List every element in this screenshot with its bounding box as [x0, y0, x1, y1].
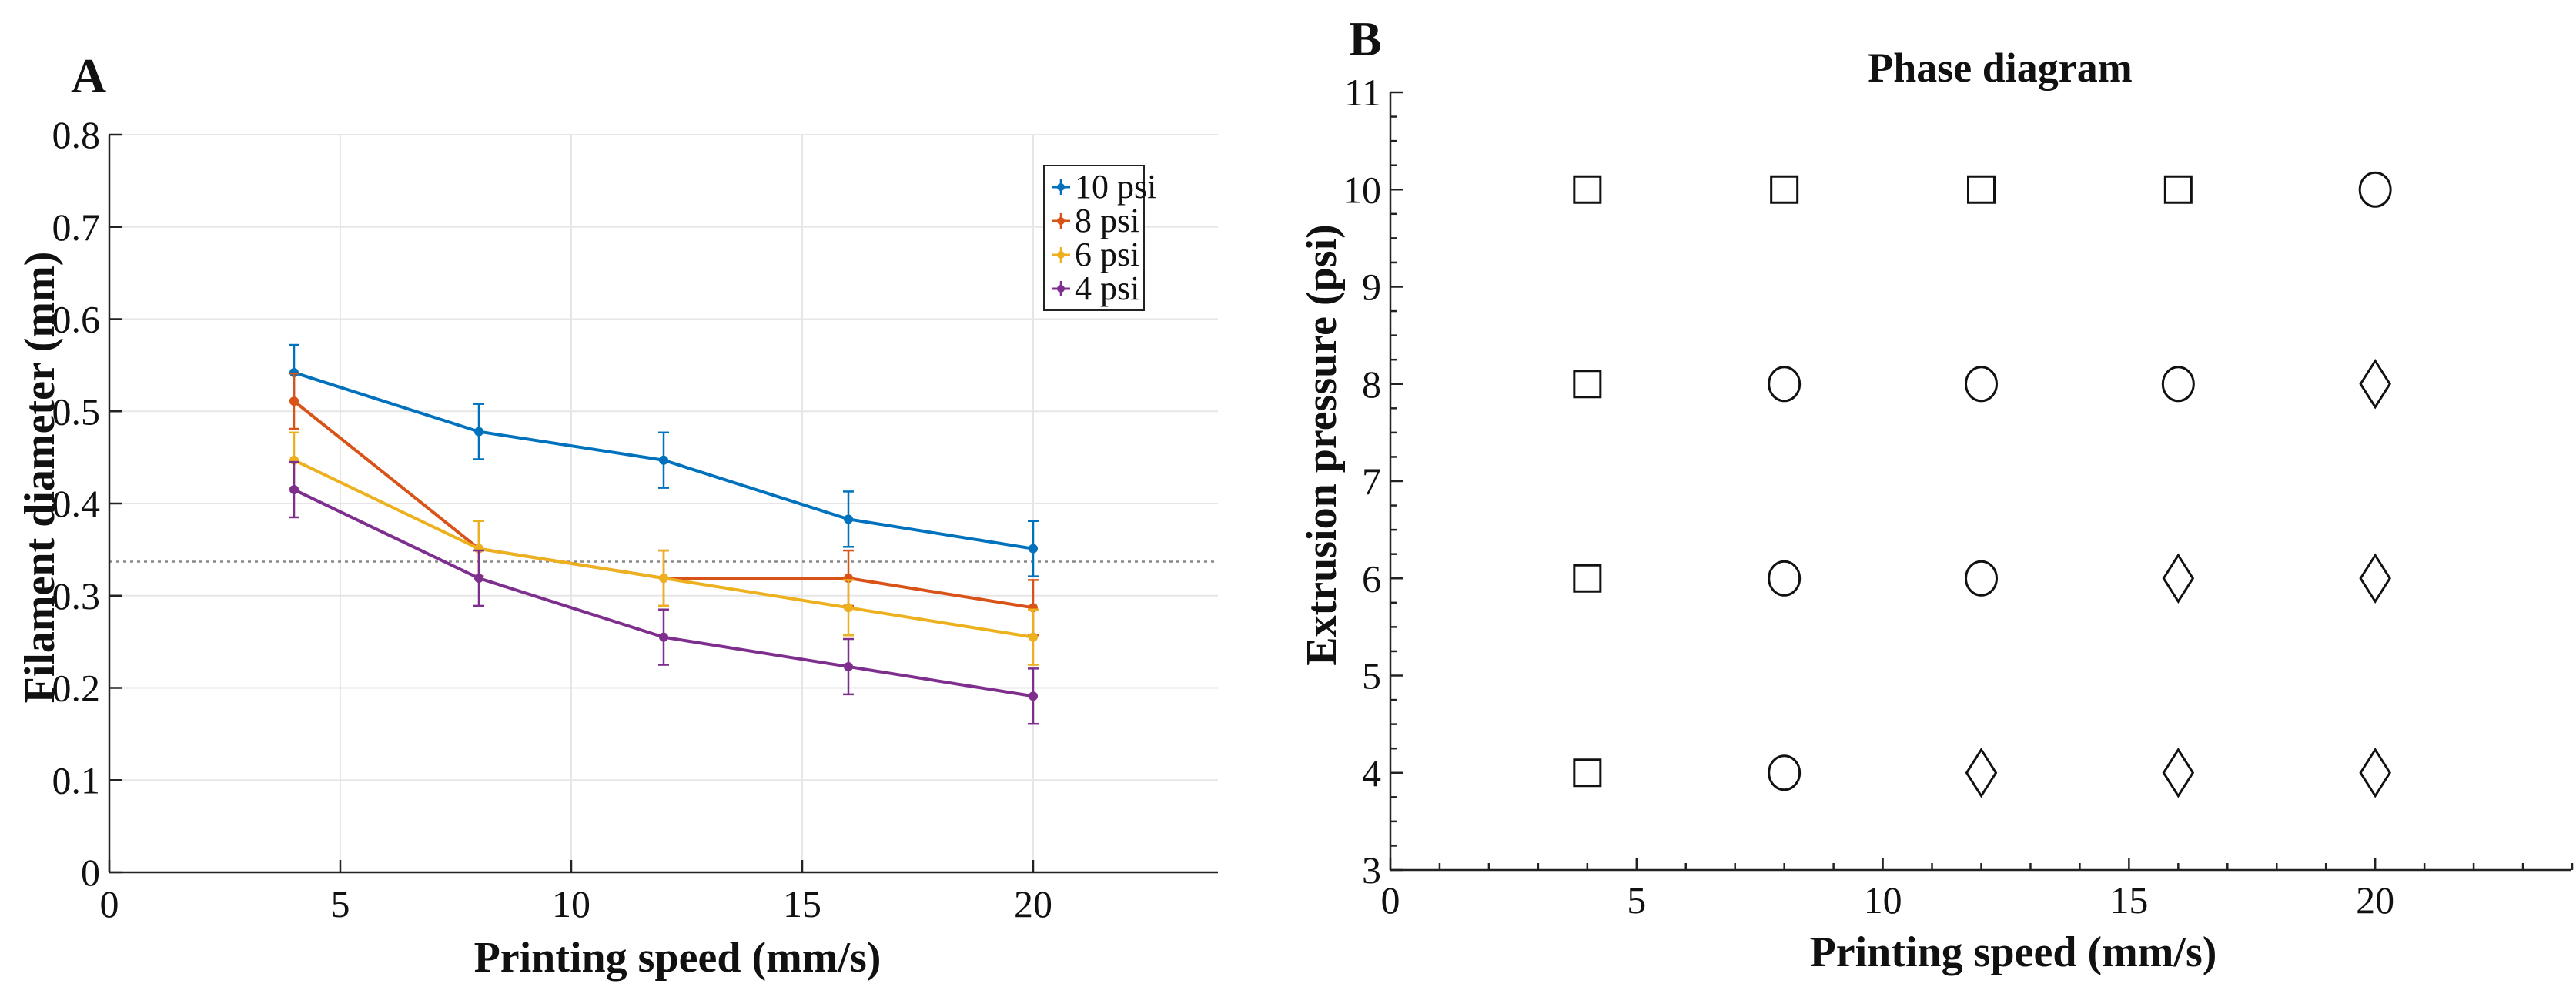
- panel-b-y-tick-label: 4: [1362, 751, 1381, 795]
- panel-b-y-ticks: 3 4 5 6 7 8 9 10 11: [1343, 71, 1403, 892]
- panel-a-x-tick-label: 5: [331, 882, 350, 925]
- panel-b-square-marker: [1573, 564, 1602, 593]
- panel-b-circle-marker: [1965, 366, 1998, 403]
- panel-a-data-point: [289, 485, 299, 495]
- panel-b-phase-diagram: B Phase diagram 0 5 10 15 20 3 4 5 6 7 8 9 10 11 Pri…: [1298, 12, 2574, 976]
- panel-b-square-marker: [2163, 175, 2193, 204]
- panel-a-series: [289, 460, 1039, 725]
- panel-a-x-tick-label: 15: [783, 882, 821, 925]
- panel-b-circle-marker: [1768, 754, 1802, 791]
- panel-b-square-marker: [1573, 370, 1602, 399]
- panel-a-y-tick-label: 0.1: [52, 758, 101, 801]
- panel-a-y-tick-label: 0.8: [52, 113, 101, 156]
- panel-b-x-tick-label: 10: [1864, 878, 1902, 922]
- panel-b-y-axis-label: Extrusion pressure (psi): [1298, 224, 1346, 666]
- panel-b-diamond-marker: [1965, 747, 1998, 798]
- panel-b-y-tick-label: 7: [1362, 460, 1381, 503]
- panel-b-y-tick-label: 6: [1362, 557, 1381, 600]
- panel-b-circle-marker: [1965, 560, 1998, 597]
- panel-b-x-axis-label: Printing speed (mm/s): [1810, 928, 2217, 976]
- panel-b-x-tick-label: 20: [2356, 878, 2394, 922]
- panel-b-square-marker: [1967, 175, 1996, 204]
- panel-b-y-tick-label: 3: [1362, 848, 1381, 892]
- panel-a-grid: [109, 134, 1218, 872]
- panel-a-data-point: [289, 396, 299, 406]
- panel-b-circle-marker: [1768, 560, 1802, 597]
- panel-a-data-point: [474, 427, 483, 437]
- panel-a-y-axis-label: Filament diameter (mm): [16, 252, 64, 704]
- panel-a-data-point: [659, 455, 668, 465]
- panel-a-letter: A: [71, 49, 106, 103]
- panel-b-diamond-marker: [2359, 358, 2391, 410]
- panel-a-legend-label: 10 psi: [1075, 168, 1156, 206]
- panel-a-y-tick-label: 0.6: [52, 298, 101, 341]
- panel-a-legend-swatch-marker: [1057, 217, 1065, 225]
- panel-a-legend-swatch-marker: [1057, 183, 1065, 191]
- panel-b-circle-marker: [2358, 171, 2392, 208]
- panel-b-x-ticks: 0 5 10 15 20: [1381, 858, 2574, 922]
- panel-a-data-point: [1029, 691, 1038, 701]
- panel-b-x-tick-label: 0: [1381, 878, 1400, 922]
- panel-a-y-tick-label: 0.5: [52, 390, 101, 433]
- panel-b-circle-marker: [2161, 366, 2195, 403]
- panel-a-y-ticks: 0 0.1 0.2 0.3 0.4 0.5 0.6 0.7 0.8: [52, 113, 122, 894]
- panel-b-y-tick-label: 9: [1362, 266, 1381, 309]
- panel-b-axes: [1389, 92, 2571, 872]
- panel-a-data-point: [844, 603, 853, 613]
- panel-b-title: Phase diagram: [1868, 45, 2133, 91]
- panel-a-x-tick-label: 20: [1014, 882, 1052, 925]
- panel-b-circle-marker: [1768, 366, 1802, 403]
- panel-b-diamond-marker: [2162, 553, 2195, 604]
- panel-a-filament-diameter-chart: A 0 5 10 15 20 0 0.1 0.2 0.3 0.4 0.5 0.6 0.7 0.8 Pri…: [16, 49, 1218, 982]
- panel-a-series-group: [289, 343, 1039, 725]
- panel-b-diamond-marker: [2162, 747, 2195, 798]
- panel-a-legend-label: 8 psi: [1075, 202, 1139, 239]
- panel-a-x-tick-label: 10: [552, 882, 590, 925]
- panel-a-legend-swatch-marker: [1057, 285, 1065, 293]
- panel-a-y-tick-label: 0.4: [52, 482, 101, 525]
- panel-b-diamond-marker: [2359, 747, 2391, 798]
- panel-b-x-tick-label: 5: [1627, 878, 1646, 922]
- panel-b-y-tick-label: 10: [1343, 168, 1381, 211]
- panel-b-square-marker: [1573, 758, 1602, 788]
- panel-a-legend-swatch-marker: [1057, 251, 1065, 259]
- panel-a-y-tick-label: 0: [81, 851, 100, 894]
- panel-a-x-ticks: 0 5 10 15 20: [100, 860, 1052, 925]
- panel-a-y-tick-label: 0.2: [52, 667, 101, 710]
- panel-b-square-marker: [1770, 175, 1799, 204]
- panel-b-points-group: [1573, 171, 2392, 798]
- panel-a-y-tick-label: 0.7: [52, 206, 101, 249]
- panel-b-y-tick-label: 5: [1362, 654, 1381, 698]
- panel-a-data-point: [1029, 632, 1038, 642]
- panel-a-x-axis-label: Printing speed (mm/s): [474, 934, 882, 982]
- panel-b-x-tick-label: 15: [2109, 878, 2148, 922]
- panel-b-square-marker: [1573, 175, 1602, 204]
- panel-a-y-tick-label: 0.3: [52, 574, 101, 617]
- panel-b-y-tick-label: 11: [1344, 71, 1381, 114]
- panel-b-y-tick-label: 8: [1362, 363, 1381, 406]
- panel-a-legend-label: 4 psi: [1075, 269, 1139, 307]
- panel-b-letter: B: [1349, 12, 1382, 66]
- panel-b-diamond-marker: [2359, 553, 2391, 604]
- panel-a-data-point: [1029, 544, 1038, 554]
- panel-a-data-point: [659, 573, 668, 583]
- panel-a-legend-label: 6 psi: [1075, 236, 1139, 273]
- panel-a-data-point: [844, 514, 853, 524]
- panel-a-data-point: [844, 661, 853, 671]
- panel-a-data-point: [659, 632, 668, 642]
- panel-a-data-point: [474, 573, 483, 583]
- panel-a-x-tick-label: 0: [100, 882, 119, 925]
